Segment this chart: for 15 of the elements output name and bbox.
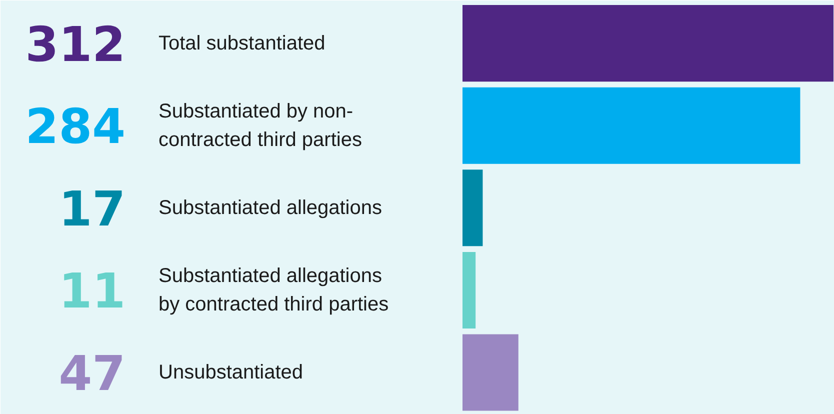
bar — [462, 334, 518, 411]
y-tick-label: Substantiated by non-contracted third parties — [158, 100, 362, 151]
data-label: 312 — [25, 16, 126, 73]
bar — [462, 252, 476, 328]
bar — [462, 170, 483, 246]
bar — [462, 5, 834, 82]
bar — [462, 87, 800, 164]
data-label: 284 — [25, 99, 126, 156]
y-tick-label: Substantiated allegations — [158, 196, 382, 219]
data-label: 11 — [58, 264, 126, 320]
data-label: 17 — [58, 181, 126, 238]
data-label: 47 — [58, 346, 126, 402]
y-tick-label: Total substantiated — [158, 32, 326, 54]
y-tick-label: Substantiated allegations by contracted third parties — [158, 264, 389, 316]
y-tick-label: Unsubstantiated — [158, 362, 304, 384]
